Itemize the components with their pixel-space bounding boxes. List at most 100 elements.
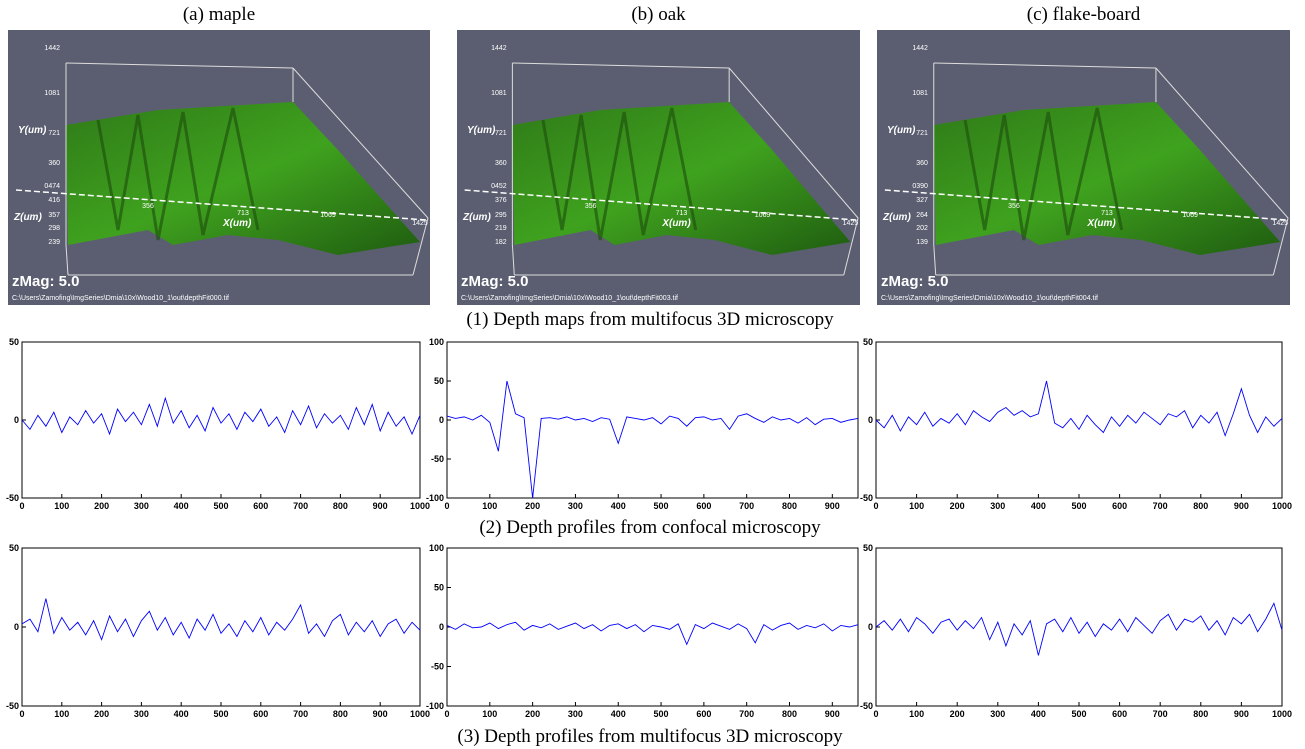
x-tick-label: 0 bbox=[873, 709, 878, 719]
bounding-box bbox=[65, 244, 69, 276]
x-tick-label: 500 bbox=[654, 501, 669, 511]
surface-ridges bbox=[541, 107, 698, 241]
x-tick-label: 200 bbox=[525, 709, 540, 719]
data-line bbox=[875, 602, 1283, 656]
x-tick-label: 800 bbox=[333, 501, 348, 511]
x-axis-line bbox=[884, 189, 1287, 221]
zmag: zMag: 5.0 bbox=[12, 273, 80, 290]
x-tick-label: 300 bbox=[134, 501, 149, 511]
x-tick-label: 800 bbox=[1193, 709, 1208, 719]
x-tick-label: 800 bbox=[782, 501, 797, 511]
y-label: 360 bbox=[916, 160, 928, 167]
x-axis-line bbox=[464, 189, 857, 221]
x-tick-label: 500 bbox=[213, 709, 228, 719]
x-tick-label: 700 bbox=[739, 501, 754, 511]
x-tick-label: 100 bbox=[54, 501, 69, 511]
y-tick-label: 50 bbox=[863, 543, 873, 553]
y-tick-label: 50 bbox=[9, 543, 19, 553]
x-label: 1425 bbox=[412, 220, 428, 227]
column-title: (c) flake-board bbox=[1027, 4, 1141, 25]
column-title: (b) oak bbox=[631, 4, 686, 25]
depth-map: 1442 1081 721 360 Y(um) 0452 376 295 219 182 Z(um)… bbox=[457, 30, 860, 305]
x-tick-label: 700 bbox=[293, 501, 308, 511]
x-tick-label: 200 bbox=[950, 501, 965, 511]
y-tick-label: 0 bbox=[14, 415, 19, 425]
y-label: 1081 bbox=[44, 90, 60, 97]
x-tick-label: 100 bbox=[482, 709, 497, 719]
y-label: 1081 bbox=[491, 90, 507, 97]
x-axis-label: X(um) bbox=[222, 218, 252, 229]
z-label: 0474 bbox=[44, 183, 60, 190]
x-tick-label: 100 bbox=[909, 709, 924, 719]
y-tick-label: -50 bbox=[860, 493, 873, 503]
y-label: 360 bbox=[495, 160, 507, 167]
z-label: 0390 bbox=[912, 183, 928, 190]
x-tick-label: 0 bbox=[19, 501, 24, 511]
y-tick-label: 0 bbox=[14, 622, 19, 632]
zmag: zMag: 5.0 bbox=[461, 273, 529, 290]
x-tick-label: 500 bbox=[1071, 709, 1086, 719]
x-label: 1425 bbox=[1272, 220, 1288, 227]
z-label: 182 bbox=[495, 239, 507, 246]
y-tick-label: 0 bbox=[439, 415, 444, 425]
x-tick-label: 600 bbox=[1112, 501, 1127, 511]
x-tick-label: 700 bbox=[1153, 501, 1168, 511]
y-label: 721 bbox=[48, 130, 60, 137]
y-tick-label: 50 bbox=[863, 337, 873, 347]
x-tick-label: 500 bbox=[654, 709, 669, 719]
y-tick-label: -50 bbox=[431, 454, 444, 464]
x-tick-label: 600 bbox=[696, 501, 711, 511]
x-tick-label: 400 bbox=[174, 501, 189, 511]
x-label: 713 bbox=[237, 210, 249, 217]
x-tick-label: 300 bbox=[568, 501, 583, 511]
x-tick-label: 400 bbox=[611, 501, 626, 511]
z-label: 416 bbox=[48, 197, 60, 204]
x-tick-label: 1000 bbox=[410, 501, 430, 511]
depth-map: 1442 1081 721 360 Y(um) 0390 327 264 202 139 Z(um)… bbox=[877, 30, 1290, 305]
x-tick-label: 800 bbox=[1193, 501, 1208, 511]
bounding-box bbox=[1272, 217, 1289, 276]
bounding-box bbox=[292, 67, 429, 219]
z-label: 376 bbox=[495, 197, 507, 204]
x-tick-label: 700 bbox=[739, 709, 754, 719]
x-tick-label: 300 bbox=[990, 501, 1005, 511]
bounding-box bbox=[412, 217, 429, 276]
x-tick-label: 900 bbox=[1234, 501, 1249, 511]
file-path: C:\Users\Zamofing\ImgSeries\Dmia\10x\Woo… bbox=[881, 295, 1098, 302]
y-tick-label: -50 bbox=[6, 493, 19, 503]
y-tick-label: 100 bbox=[429, 337, 444, 347]
x-tick-label: 300 bbox=[134, 709, 149, 719]
x-label: 713 bbox=[676, 210, 688, 217]
plot-frame bbox=[875, 341, 1283, 499]
bounding-box bbox=[933, 62, 1156, 69]
y-tick-label: -100 bbox=[426, 493, 444, 503]
y-label: 721 bbox=[495, 130, 507, 137]
y-tick-label: 0 bbox=[439, 622, 444, 632]
z-label: 327 bbox=[916, 197, 928, 204]
y-tick-label: 0 bbox=[868, 622, 873, 632]
x-tick-label: 100 bbox=[54, 709, 69, 719]
surface-ridges bbox=[963, 107, 1124, 241]
x-tick-label: 1000 bbox=[410, 709, 430, 719]
data-line bbox=[875, 380, 1283, 437]
x-tick-label: 200 bbox=[525, 501, 540, 511]
x-tick-label: 0 bbox=[444, 501, 449, 511]
y-tick-label: -50 bbox=[860, 701, 873, 711]
x-tick-label: 600 bbox=[253, 709, 268, 719]
x-tick-label: 1000 bbox=[1272, 709, 1292, 719]
x-label: 1069 bbox=[320, 212, 336, 219]
x-tick-label: 600 bbox=[696, 709, 711, 719]
x-tick-label: 400 bbox=[1031, 709, 1046, 719]
z-label: 264 bbox=[916, 212, 928, 219]
x-tick-label: 0 bbox=[19, 709, 24, 719]
y-label: 360 bbox=[48, 160, 60, 167]
x-label: 713 bbox=[1101, 210, 1113, 217]
x-tick-label: 400 bbox=[611, 709, 626, 719]
column-title: (a) maple bbox=[183, 4, 255, 25]
x-tick-label: 600 bbox=[1112, 709, 1127, 719]
y-label: 721 bbox=[916, 130, 928, 137]
z-label: 298 bbox=[48, 225, 60, 232]
x-tick-label: 500 bbox=[213, 501, 228, 511]
data-line bbox=[446, 380, 859, 499]
y-tick-label: 50 bbox=[434, 376, 444, 386]
